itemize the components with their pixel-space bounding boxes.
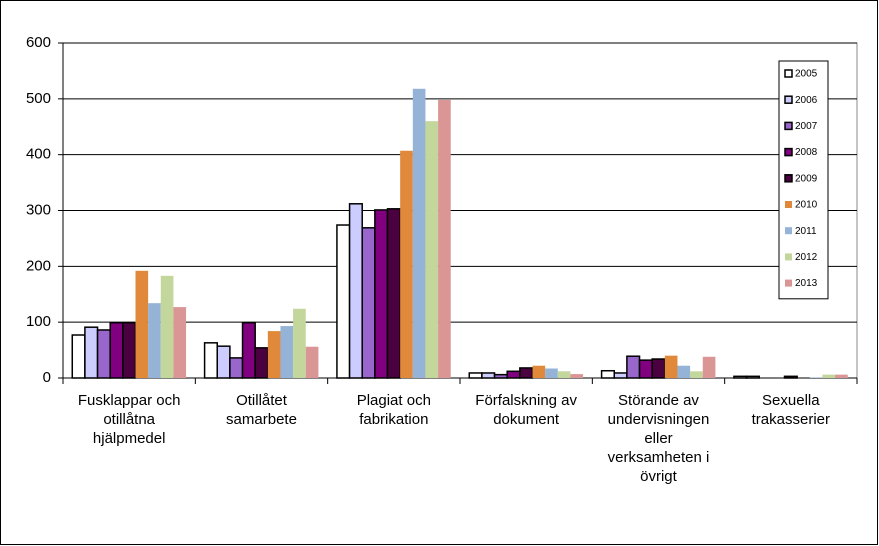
bar	[173, 307, 187, 378]
y-tick-label: 400	[26, 146, 51, 163]
bar	[493, 373, 508, 379]
bar	[216, 345, 231, 379]
bar	[690, 371, 703, 378]
bar	[557, 371, 571, 378]
bar	[438, 99, 451, 378]
bar	[613, 372, 628, 379]
x-tick-label: Plagiat och fabrikation	[356, 392, 431, 428]
bar	[519, 367, 534, 379]
legend-label: 2011	[795, 226, 817, 237]
legend-swatch	[785, 201, 792, 208]
bar	[96, 329, 111, 379]
y-tick-label: 100	[26, 313, 51, 330]
bar	[293, 308, 306, 378]
x-tick-label: Sexuella trakasserier	[751, 392, 830, 428]
legend-swatch	[784, 147, 793, 157]
bar	[71, 334, 86, 379]
bar	[677, 365, 691, 378]
bar	[835, 374, 848, 378]
bar	[241, 321, 256, 379]
legend-label: 2013	[795, 278, 818, 289]
bar	[809, 377, 823, 378]
y-tick-label: 600	[26, 34, 51, 51]
x-tick-label: Otillåtet samarbete	[226, 392, 297, 428]
bar	[203, 342, 218, 379]
legend-label: 2010	[795, 200, 818, 211]
x-tick-label: Fusklappar och otillåtna hjälpmedel	[77, 392, 181, 447]
bar	[336, 224, 351, 379]
legend-swatch	[785, 279, 792, 287]
y-tick-label: 300	[26, 201, 51, 218]
legend-label: 2012	[795, 252, 818, 263]
bar	[160, 275, 174, 378]
bar	[506, 370, 521, 379]
x-tick-label: Förfalskning av dokument	[475, 392, 578, 428]
bar	[638, 359, 653, 379]
bar	[122, 321, 137, 379]
bar	[651, 358, 666, 379]
bar	[626, 355, 641, 379]
bar	[600, 369, 615, 379]
bar	[481, 372, 496, 379]
bar	[822, 374, 836, 378]
bar	[702, 356, 716, 378]
bar	[280, 326, 294, 378]
legend-swatch	[784, 174, 793, 183]
bar	[468, 372, 483, 379]
y-tick-label: 200	[26, 257, 51, 274]
bar	[254, 347, 269, 379]
legend-label: 2008	[795, 147, 818, 158]
legend-swatch	[784, 69, 793, 78]
bar	[400, 150, 413, 378]
bar	[664, 355, 678, 378]
y-tick-label: 0	[43, 369, 51, 386]
bar	[374, 209, 389, 379]
legend-label: 2009	[795, 173, 818, 184]
bar	[229, 357, 244, 379]
bar	[412, 88, 426, 379]
bar	[109, 321, 124, 379]
bar	[570, 374, 584, 378]
legend-swatch	[785, 227, 792, 235]
bar	[84, 326, 99, 379]
bar	[545, 368, 558, 378]
bar	[733, 375, 748, 379]
legend-label: 2006	[795, 95, 818, 106]
legend-swatch	[785, 253, 792, 261]
bar	[532, 365, 546, 378]
x-tick-label: Störande av undervisningen eller verksam…	[607, 392, 710, 485]
legend-swatch	[784, 95, 793, 104]
bar	[305, 346, 319, 378]
bar	[267, 331, 281, 378]
legend-label: 2007	[795, 121, 818, 132]
bar	[745, 375, 760, 379]
y-tick-label: 500	[26, 90, 51, 107]
bar	[148, 303, 161, 378]
bar	[425, 121, 439, 379]
legend-label: 2005	[795, 69, 818, 80]
bar	[135, 270, 149, 378]
bar	[783, 375, 798, 379]
bar	[348, 203, 363, 379]
legend-swatch	[784, 121, 793, 131]
bar	[386, 208, 401, 379]
bar	[361, 227, 376, 379]
